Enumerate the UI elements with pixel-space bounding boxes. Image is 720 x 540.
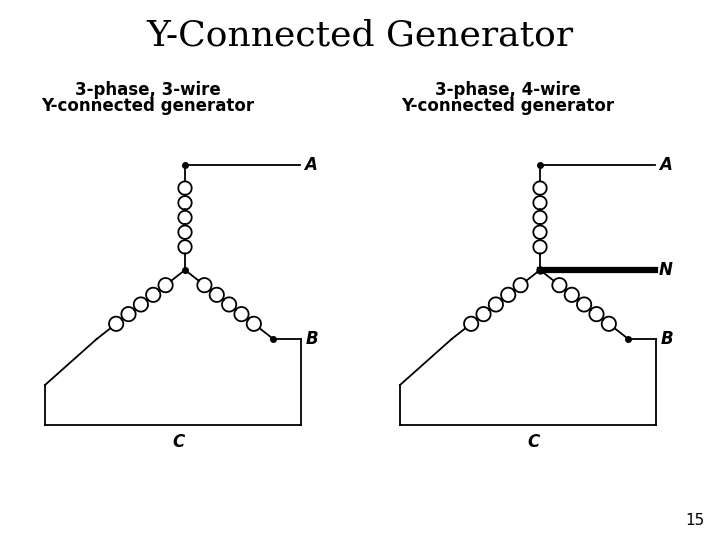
Text: 15: 15 xyxy=(685,513,705,528)
Text: C: C xyxy=(527,433,539,451)
Text: Y-Connected Generator: Y-Connected Generator xyxy=(146,18,574,52)
Text: N: N xyxy=(659,261,673,279)
Text: 3-phase, 4-wire: 3-phase, 4-wire xyxy=(435,81,581,99)
Text: B: B xyxy=(660,330,673,348)
Text: C: C xyxy=(172,433,184,451)
Text: 3-phase, 3-wire: 3-phase, 3-wire xyxy=(75,81,221,99)
Text: Y-connected generator: Y-connected generator xyxy=(402,97,615,115)
Text: A: A xyxy=(304,156,317,174)
Text: Y-connected generator: Y-connected generator xyxy=(42,97,255,115)
Text: A: A xyxy=(659,156,672,174)
Text: B: B xyxy=(305,330,318,348)
